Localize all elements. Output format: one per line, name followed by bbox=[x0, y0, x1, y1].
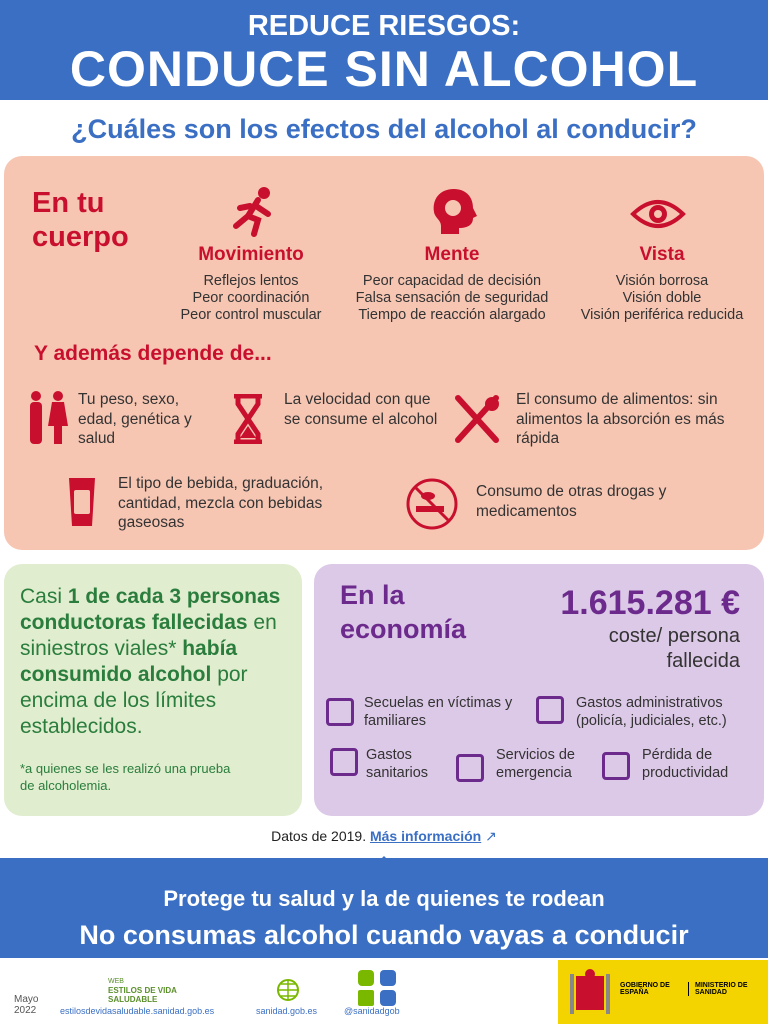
effect-line: Visión periférica reducida bbox=[580, 307, 744, 323]
drink-icon bbox=[69, 478, 95, 526]
effect-line: Reflejos lentos bbox=[203, 273, 299, 289]
factor: Consumo de otras drogas y medicamentos bbox=[476, 483, 667, 520]
economy-item: Pérdida de productividad bbox=[642, 747, 729, 781]
amount-label: coste/ persona fallecida bbox=[608, 625, 740, 672]
run-icon bbox=[233, 187, 271, 237]
effect-line: Peor coordinación bbox=[192, 290, 310, 306]
economy-item: Servicios de emergencia bbox=[496, 747, 575, 781]
effect-line: Peor capacidad de decisión bbox=[362, 273, 542, 289]
effect-title: Vista bbox=[639, 244, 685, 265]
factor: El consumo de alimentos: sin alimentos l… bbox=[516, 391, 725, 447]
banner-line2: No consumas alcohol cuando vayas a condu… bbox=[79, 920, 689, 950]
footer: Mayo 2022 WEB ESTILOS DE VIDA SALUDABLE … bbox=[0, 958, 768, 1024]
gov-block: GOBIERNO DE ESPAÑA MINISTERIO DE SANIDAD bbox=[558, 960, 768, 1024]
effect-line: Tiempo de reacción alargado bbox=[358, 307, 546, 323]
hourglass-icon bbox=[234, 394, 262, 444]
stat-part: por encima de los límites establecidos. bbox=[20, 663, 248, 738]
banner: Protege tu salud y la de quienes te rode… bbox=[0, 858, 768, 958]
effect-line: Peor control muscular bbox=[180, 307, 322, 323]
url1: estilosdevidasaludable.sanidad.gob.es bbox=[60, 1006, 215, 1016]
economy-icon bbox=[456, 754, 484, 782]
subtitle: REDUCE RIESGOS: bbox=[247, 10, 521, 42]
factor: El tipo de bebida, graduación, cantidad,… bbox=[118, 475, 324, 531]
globe-icon bbox=[277, 979, 299, 1001]
economy-icon bbox=[536, 696, 564, 724]
economy-heading: En la economía bbox=[340, 580, 467, 644]
body-panel: En tu cuerpo Movimiento Reflejos lentos Pe… bbox=[4, 156, 764, 550]
social-icons bbox=[358, 970, 396, 1006]
banner-line1: Protege tu salud y la de quienes te rode… bbox=[163, 886, 605, 911]
economy-item: Gastos administrativos (policía, judicia… bbox=[576, 695, 727, 729]
amount: 1.615.281 € bbox=[560, 584, 740, 622]
more-info-link[interactable]: Más información bbox=[369, 828, 482, 844]
url2: sanidad.gob.es bbox=[256, 1006, 318, 1016]
stat-part: Casi bbox=[20, 585, 68, 608]
economy-icon bbox=[602, 752, 630, 780]
effect-line: Visión borrosa bbox=[615, 273, 709, 289]
date: Mayo 2022 bbox=[14, 994, 39, 1016]
stat-text: Casi 1 de cada 3 personas conductoras fa… bbox=[20, 584, 295, 740]
coat-of-arms bbox=[570, 969, 610, 1014]
effect-title: Movimiento bbox=[198, 244, 304, 265]
cutlery-icon bbox=[455, 395, 499, 443]
stat-panel: Casi 1 de cada 3 personas conductoras fa… bbox=[4, 564, 302, 816]
factor: La velocidad con que se consume el alcoh… bbox=[284, 391, 438, 428]
economy-icon bbox=[326, 698, 354, 726]
header: REDUCE RIESGOS: CONDUCE SIN ALCOHOL bbox=[0, 0, 768, 100]
brand: ESTILOS DE VIDA SALUDABLE bbox=[108, 986, 177, 1004]
stat-part: en siniestros viales* bbox=[20, 611, 277, 660]
source: Datos de 2019. Más información ↗ bbox=[271, 828, 497, 844]
source-text: Datos de 2019. bbox=[271, 828, 367, 844]
mind-icon bbox=[433, 189, 477, 234]
effect-title: Mente bbox=[424, 244, 480, 265]
depends-heading: Y además depende de... bbox=[34, 342, 272, 365]
ministry: MINISTERIO DE SANIDAD bbox=[688, 982, 758, 996]
footnote: *a quienes se les realizó una prueba de … bbox=[20, 761, 231, 793]
body-heading: En tu cuerpo bbox=[32, 187, 129, 253]
economy-item: Secuelas en víctimas y familiares bbox=[364, 695, 513, 729]
title: CONDUCE SIN ALCOHOL bbox=[69, 41, 699, 97]
economy-panel: En la economía 1.615.281 € coste/ person… bbox=[314, 564, 764, 816]
effect-line: Falsa sensación de seguridad bbox=[355, 290, 549, 306]
web-label: WEB bbox=[108, 978, 124, 985]
stat-part: había consumido alcohol bbox=[20, 637, 238, 686]
stat-part: 1 de cada 3 personas conductoras falleci… bbox=[20, 585, 281, 634]
eye-icon bbox=[630, 200, 686, 228]
question: ¿Cuáles son los efectos del alcohol al c… bbox=[71, 114, 697, 144]
factor: Tu peso, sexo, edad, genética y salud bbox=[78, 391, 192, 447]
no-drugs-icon bbox=[406, 478, 458, 530]
gov: GOBIERNO DE ESPAÑA bbox=[620, 982, 670, 996]
effect-line: Visión doble bbox=[622, 290, 702, 306]
economy-icon bbox=[330, 748, 358, 776]
economy-item: Gastos sanitarios bbox=[366, 747, 429, 781]
people-icon bbox=[30, 391, 68, 444]
social: @sanidadgob bbox=[344, 1006, 400, 1016]
